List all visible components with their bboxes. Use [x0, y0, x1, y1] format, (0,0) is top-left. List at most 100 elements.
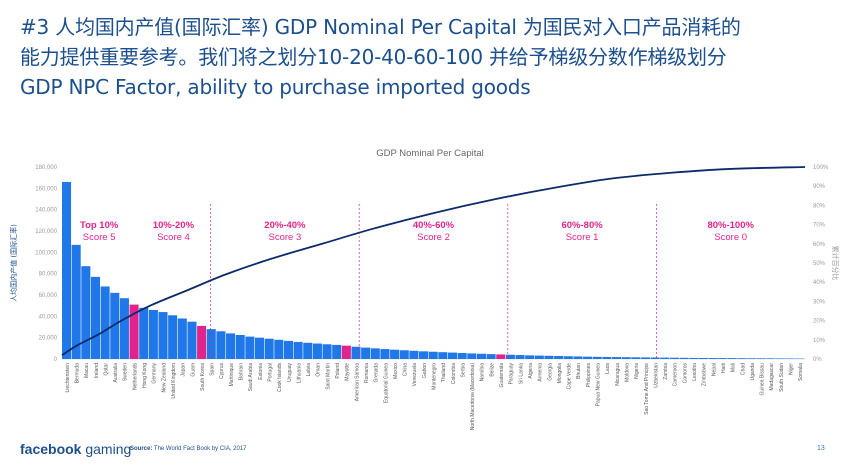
x-tick-label: Sri Lanka [518, 363, 524, 384]
x-tick-label: Martinique [229, 363, 235, 387]
bar [640, 357, 651, 359]
y-tick-label: 100,000 [35, 250, 57, 256]
bar [486, 354, 496, 359]
bar [515, 355, 525, 359]
x-tick-label: Paraguay [509, 363, 515, 385]
bar [698, 357, 708, 359]
y2-tick-label: 70% [813, 223, 826, 229]
segment-score-label: Score 0 [714, 232, 747, 243]
bar [727, 358, 737, 359]
x-tick-label: Bahrain [239, 363, 245, 380]
bar [129, 304, 139, 359]
bar [496, 354, 506, 359]
x-tick-label: United Kingdom [171, 363, 177, 399]
bar [206, 329, 216, 359]
segment-score-label: Score 5 [83, 232, 116, 243]
x-tick-label: Nicaragua [615, 363, 621, 386]
chart-title: GDP Nominal Per Capital [376, 148, 484, 159]
bar [283, 340, 293, 359]
bar [776, 358, 786, 359]
bar [563, 356, 573, 359]
x-tick-label: Venezuela [412, 363, 418, 387]
title-line-1: #3 人均国内产值(国际汇率) GDP Nominal Per Capital … [20, 15, 741, 39]
y2-tick-label: 20% [813, 319, 826, 325]
x-tick-label: Cook Islands [277, 363, 283, 392]
x-tick-label: Estonia [258, 363, 264, 380]
bar [534, 355, 544, 359]
bar [254, 337, 265, 359]
bar [737, 358, 747, 359]
bar [689, 357, 699, 359]
logo-bold: facebook [20, 441, 82, 457]
bar [100, 286, 110, 359]
title-line-3: GDP NPC Factor, ability to purchase impo… [20, 75, 531, 99]
y2-tick-label: 90% [813, 184, 826, 190]
x-tick-label: Romania [364, 363, 370, 383]
source-note: Source: The World Fact Book by CIA, 2017 [130, 446, 247, 452]
x-tick-label: Algeria [528, 363, 534, 379]
x-tick-label: Uruguay [287, 363, 293, 382]
bar [718, 358, 728, 359]
bar [351, 346, 361, 359]
x-tick-label: Saint Martin [325, 363, 331, 390]
y-tick-label: 140,000 [35, 208, 57, 214]
x-tick-label: Uganda [750, 363, 756, 381]
bar [62, 181, 72, 359]
y2-tick-label: 60% [813, 242, 826, 248]
x-tick-label: Oman [316, 363, 322, 377]
bar [409, 350, 419, 359]
bar [119, 298, 129, 359]
bar [679, 357, 689, 359]
x-tick-label: Lesotho [692, 363, 698, 381]
x-tick-label: Cape Verde [567, 363, 573, 390]
bar [158, 312, 168, 359]
bar [274, 339, 284, 359]
y-tick-label: 80,000 [39, 272, 58, 278]
x-tick-label: Serbia [460, 363, 466, 378]
bar [631, 357, 641, 359]
x-tick-label: Nepal [711, 363, 717, 376]
bar [708, 358, 718, 359]
source-text: The World Fact Book by CIA, 2017 [152, 446, 247, 452]
x-tick-label: Lithuania [296, 363, 302, 384]
bar [110, 292, 120, 359]
x-tick-label: Saudi Arabia [248, 363, 254, 392]
x-tick-label: Cameroon [673, 363, 679, 387]
x-tick-label: Philippines [586, 363, 592, 388]
page-number: 13 [817, 445, 825, 452]
bar [90, 276, 100, 359]
bar [612, 357, 622, 359]
x-tick-label: Colombia [451, 363, 457, 384]
x-tick-label: Laos [605, 363, 611, 374]
bar [312, 343, 322, 359]
segment-range-label: Top 10% [80, 220, 119, 231]
segment-range-label: 10%-20% [153, 220, 195, 231]
bar [447, 352, 458, 359]
y2-axis-label: 累计百分比 [831, 246, 840, 281]
y-axis-label: 人均国内产值 (国际汇率) [9, 224, 18, 302]
bar [505, 354, 515, 359]
x-tick-label: Madagascar [769, 363, 775, 391]
bar [554, 356, 564, 359]
x-tick-label: Haiti [721, 363, 727, 373]
x-tick-label: Liechtenstein [65, 363, 71, 393]
x-tick-label: Mali [731, 363, 737, 372]
x-tick-label: Zambia [663, 363, 669, 380]
bar [148, 309, 158, 359]
bar [399, 350, 409, 359]
x-tick-label: Guam [190, 363, 196, 377]
bar [81, 266, 91, 359]
segment-range-label: 40%-60% [413, 220, 455, 231]
x-tick-label: Cyprus [219, 363, 225, 379]
bar [139, 307, 149, 359]
facebook-gaming-logo: facebook gaming [20, 441, 131, 457]
x-tick-label: Niger [789, 363, 795, 375]
x-tick-label: Armenia [538, 363, 544, 382]
bar [756, 358, 766, 359]
bar [476, 353, 486, 359]
bar [177, 318, 187, 359]
y2-tick-label: 0% [813, 357, 822, 363]
x-tick-label: Spain [210, 363, 216, 376]
y2-tick-label: 40% [813, 280, 826, 286]
y2-tick-label: 80% [813, 203, 826, 209]
